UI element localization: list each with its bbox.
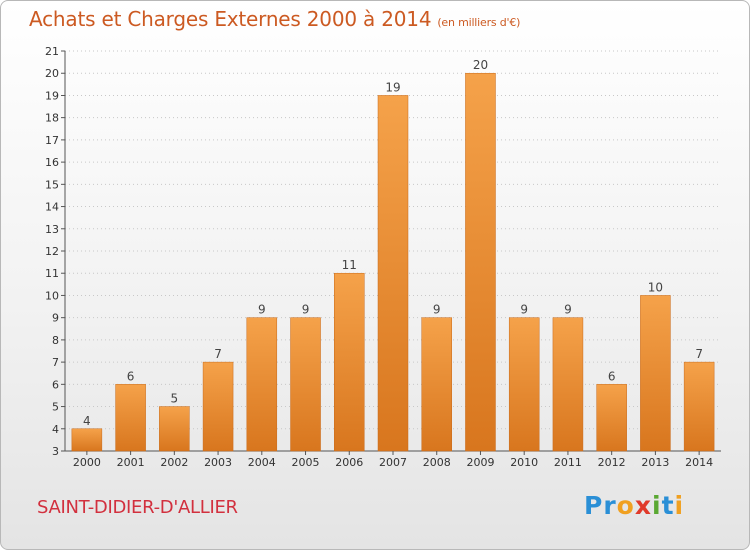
y-tick-label: 11: [45, 267, 59, 280]
bar-2012: [596, 384, 627, 452]
y-tick-label: 16: [45, 156, 59, 169]
bar-2005: [290, 317, 321, 452]
y-tick-label: 14: [45, 201, 59, 214]
x-tick-label-2001: 2001: [117, 456, 145, 469]
value-label-2012: 6: [608, 369, 616, 383]
value-label-2005: 9: [302, 303, 310, 317]
x-tick-label-2005: 2005: [292, 456, 320, 469]
logo-letter: i: [674, 491, 685, 520]
value-label-2002: 5: [171, 392, 179, 406]
bar-2000: [71, 428, 103, 452]
bar-2014: [683, 361, 715, 452]
value-label-2000: 4: [83, 414, 91, 428]
x-tick-label-2013: 2013: [641, 456, 669, 469]
y-tick-label: 17: [45, 134, 59, 147]
y-tick-label: 21: [45, 45, 59, 58]
value-label-2011: 9: [564, 303, 572, 317]
y-tick-label: 19: [45, 89, 59, 102]
x-tick-label-2014: 2014: [685, 456, 713, 469]
y-tick-label: 7: [52, 356, 59, 369]
bar-2007: [377, 95, 409, 452]
value-label-2004: 9: [258, 303, 266, 317]
y-tick-label: 4: [52, 423, 59, 436]
value-label-2003: 7: [214, 347, 222, 361]
value-label-2008: 9: [433, 303, 441, 317]
proxiti-logo: Proxiti: [584, 491, 684, 520]
bar-2011: [552, 317, 584, 452]
logo-letter: P: [584, 491, 604, 520]
logo-letter: r: [603, 491, 617, 520]
y-tick-label: 8: [52, 334, 59, 347]
bar-2008: [421, 317, 452, 452]
logo-letter: x: [634, 491, 652, 520]
x-tick-label-2006: 2006: [335, 456, 363, 469]
logo-letter: i: [652, 491, 662, 520]
x-tick-label-2010: 2010: [510, 456, 538, 469]
bar-2002: [159, 406, 190, 452]
y-tick-label: 18: [45, 112, 59, 125]
x-tick-label-2003: 2003: [204, 456, 232, 469]
x-tick-label-2009: 2009: [466, 456, 494, 469]
chart-subtitle: (en milliers d'€): [437, 16, 521, 29]
bar-2004: [246, 317, 278, 452]
x-tick-label-2011: 2011: [554, 456, 582, 469]
y-tick-label: 20: [45, 67, 59, 80]
x-tick-label-2000: 2000: [73, 456, 101, 469]
y-tick-label: 6: [52, 378, 59, 391]
y-tick-label: 12: [45, 245, 59, 258]
logo-letter: t: [661, 491, 675, 520]
bar-2003: [202, 361, 234, 452]
value-label-2013: 10: [648, 280, 663, 294]
y-tick-label: 13: [45, 223, 59, 236]
bar-2009: [465, 72, 496, 452]
y-tick-label: 9: [52, 312, 59, 325]
bar-2006: [334, 272, 365, 452]
y-tick-label: 10: [45, 289, 59, 302]
y-tick-label: 3: [52, 445, 59, 458]
x-tick-label-2002: 2002: [160, 456, 188, 469]
city-name: SAINT-DIDIER-D'ALLIER: [37, 497, 238, 518]
bar-2013: [640, 295, 671, 452]
x-tick-label-2007: 2007: [379, 456, 407, 469]
bar-2001: [115, 384, 146, 452]
value-label-2010: 9: [520, 303, 528, 317]
x-tick-label-2004: 2004: [248, 456, 276, 469]
value-label-2014: 7: [695, 347, 703, 361]
value-label-2006: 11: [342, 258, 357, 272]
bar-2010: [508, 317, 540, 452]
x-tick-label-2012: 2012: [598, 456, 626, 469]
value-label-2001: 6: [127, 369, 135, 383]
value-label-2009: 20: [473, 58, 488, 72]
chart-title: Achats et Charges Externes 2000 à 2014 (e…: [29, 7, 521, 31]
y-tick-label: 5: [52, 401, 59, 414]
value-label-2007: 19: [385, 80, 400, 94]
logo-letter: o: [616, 491, 635, 520]
x-tick-label-2008: 2008: [423, 456, 451, 469]
y-tick-label: 15: [45, 178, 59, 191]
